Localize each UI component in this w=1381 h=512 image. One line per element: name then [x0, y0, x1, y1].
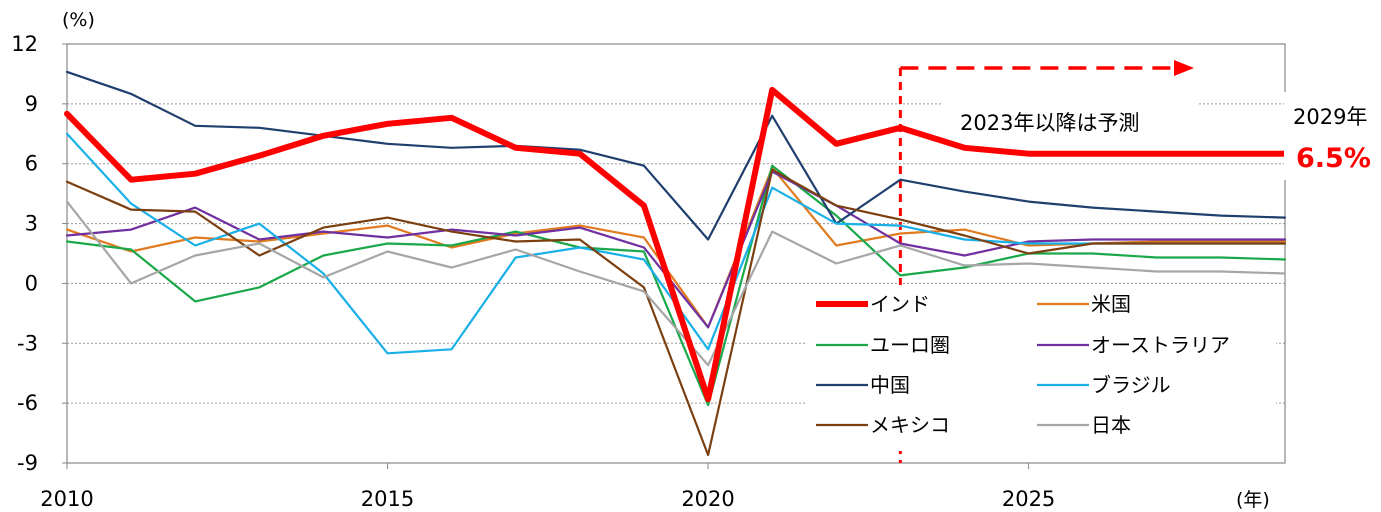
- plot-frame: [66, 43, 1286, 464]
- y-tick-label: -9: [17, 451, 38, 475]
- legend-label-1: 米国: [1091, 292, 1131, 316]
- series-line-3: [65, 170, 1287, 329]
- forecast-label-bg: [942, 101, 1197, 141]
- x-unit-label: (年): [1236, 489, 1270, 511]
- forecast-arrow-head: [1174, 60, 1194, 76]
- y-axis-ticks: 12 9 6 3 0 -3 -6 -9: [11, 32, 67, 475]
- x-tick-label: 2020: [681, 487, 734, 511]
- end-label-value: 6.5%: [1296, 143, 1371, 174]
- y-tick-label: 6: [25, 152, 38, 176]
- series-line-6: [65, 168, 1287, 457]
- legend-background: [806, 285, 1276, 451]
- x-tick-label: 2010: [40, 487, 93, 511]
- y-tick-label: 0: [25, 271, 38, 295]
- legend-label-0: インド: [870, 292, 930, 316]
- legend-label-4: 中国: [870, 373, 910, 397]
- y-tick-label: 3: [25, 212, 38, 236]
- legend-label-6: メキシコ: [870, 413, 950, 437]
- x-tick-label: 2015: [361, 487, 414, 511]
- series-line-0: [64, 86, 1288, 403]
- forecast-label: 2023年以降は予測: [960, 111, 1139, 135]
- series-lines: [64, 70, 1288, 457]
- series-line-4: [65, 70, 1287, 241]
- legend-label-5: ブラジル: [1091, 373, 1171, 397]
- y-unit-label: (%): [62, 9, 95, 31]
- legend-label-7: 日本: [1091, 413, 1131, 437]
- y-tick-label: 9: [25, 92, 38, 116]
- y-tick-label: -6: [17, 391, 38, 415]
- legend-label-3: オーストラリア: [1091, 333, 1230, 357]
- x-axis-ticks: 2010 2015 2020 2025: [40, 463, 1055, 511]
- end-label-year: 2029年: [1293, 105, 1367, 129]
- legend-label-2: ユーロ圏: [870, 333, 950, 357]
- y-tick-label: 12: [11, 32, 38, 56]
- series-line-7: [65, 200, 1287, 367]
- x-tick-label: 2025: [1002, 487, 1055, 511]
- end-label-bg: [1284, 92, 1381, 180]
- y-tick-label: -3: [17, 331, 38, 355]
